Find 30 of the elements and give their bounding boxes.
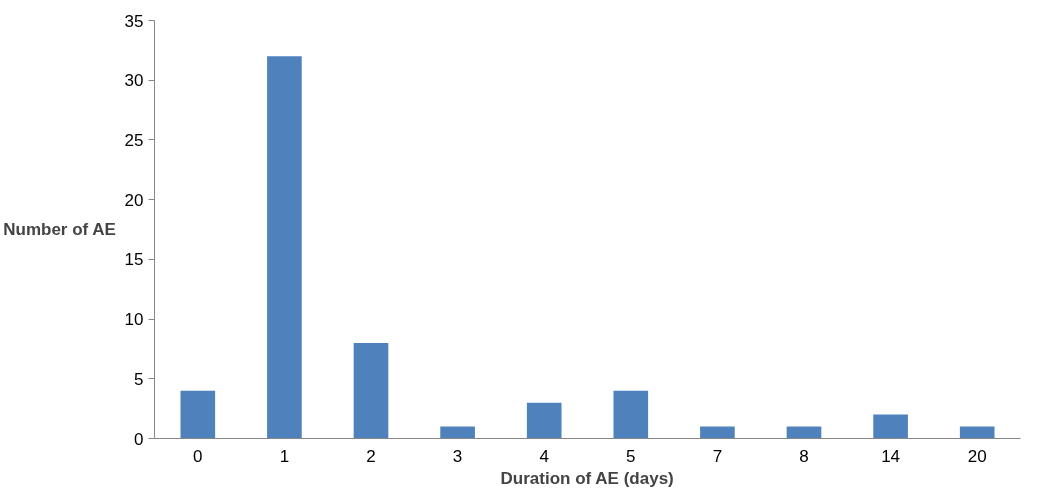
- x-tick-label: 14: [881, 446, 901, 466]
- y-tick-label: 20: [124, 190, 144, 210]
- y-tick-label: 5: [134, 369, 144, 389]
- bar: [440, 426, 475, 439]
- x-tick-label: 0: [193, 446, 203, 466]
- x-tick-label: 7: [712, 446, 723, 466]
- x-tick-label: 4: [539, 446, 549, 466]
- x-tick-label: 8: [799, 446, 809, 466]
- y-tick-label: 15: [124, 250, 144, 270]
- bar: [700, 426, 735, 439]
- bar: [353, 342, 389, 439]
- x-tick-label: 3: [452, 446, 463, 466]
- y-tick-label: 0: [134, 429, 144, 449]
- x-tick-label: 1: [279, 446, 290, 466]
- bar: [959, 426, 995, 439]
- x-axis-title: Duration of AE (days): [500, 468, 674, 488]
- x-tick-label: 5: [626, 446, 636, 466]
- y-tick-label: 35: [124, 11, 144, 31]
- bar: [613, 390, 649, 439]
- bar: [786, 426, 822, 439]
- x-tick-label: 2: [366, 446, 376, 466]
- bar: [526, 402, 562, 439]
- bar: [180, 390, 216, 439]
- bar: [267, 56, 302, 439]
- bar: [873, 414, 908, 439]
- y-tick-label: 10: [124, 310, 144, 330]
- y-tick-label: 25: [124, 130, 144, 150]
- y-tick-label: 30: [124, 71, 144, 91]
- y-axis-title: Number of AE: [3, 220, 116, 239]
- x-tick-label: 20: [967, 446, 987, 466]
